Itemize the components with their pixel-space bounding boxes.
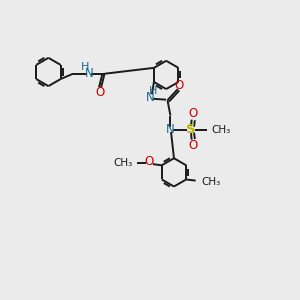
Text: O: O <box>175 79 184 92</box>
Text: O: O <box>188 107 197 120</box>
Text: O: O <box>144 155 153 168</box>
Text: CH₃: CH₃ <box>113 158 132 168</box>
Text: N: N <box>166 123 175 136</box>
Text: CH₃: CH₃ <box>212 125 231 135</box>
Text: N: N <box>146 91 155 104</box>
Text: N: N <box>85 67 93 80</box>
Text: O: O <box>188 139 197 152</box>
Text: S: S <box>186 123 196 136</box>
Text: H: H <box>149 86 158 96</box>
Text: CH₃: CH₃ <box>201 177 220 187</box>
Text: H: H <box>81 62 89 72</box>
Text: O: O <box>95 86 104 99</box>
